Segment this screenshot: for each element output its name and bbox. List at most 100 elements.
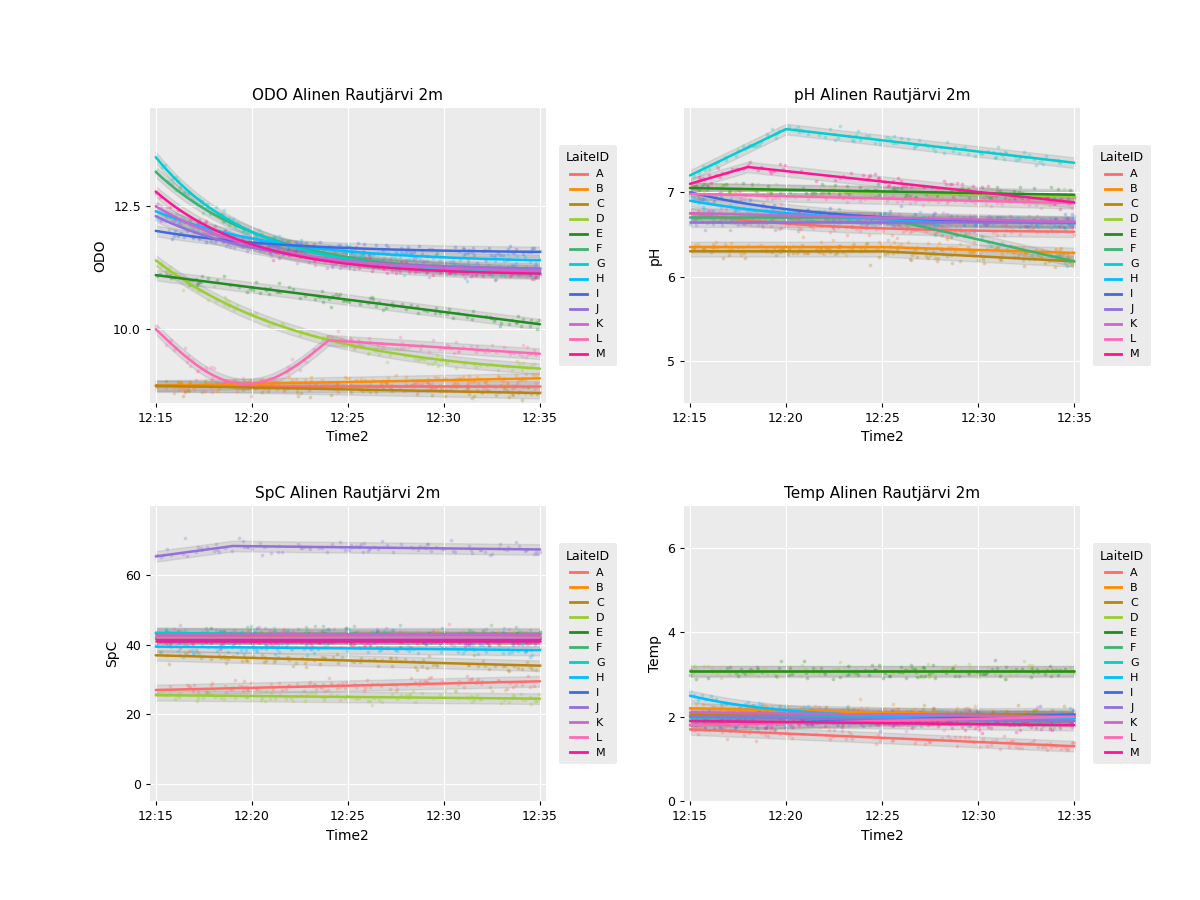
Point <box>448 261 467 275</box>
Point <box>926 248 946 262</box>
Point <box>758 179 778 194</box>
Point <box>246 229 265 243</box>
Point <box>391 635 410 650</box>
Point <box>299 632 318 646</box>
Point <box>763 717 782 732</box>
Point <box>1044 216 1063 230</box>
Point <box>1045 195 1064 210</box>
Point <box>1016 713 1036 727</box>
Point <box>838 710 857 724</box>
Point <box>502 690 521 705</box>
Point <box>918 657 937 671</box>
Point <box>985 213 1004 228</box>
Point <box>187 198 206 212</box>
Point <box>199 228 218 242</box>
Point <box>211 638 230 652</box>
Point <box>862 707 881 722</box>
Point <box>383 383 402 398</box>
Point <box>840 724 859 739</box>
Point <box>1000 194 1019 208</box>
Point <box>1045 212 1064 226</box>
Point <box>1001 220 1020 234</box>
Point <box>328 647 347 662</box>
Point <box>725 184 744 198</box>
Point <box>474 265 493 279</box>
Point <box>454 625 473 639</box>
Point <box>905 194 924 209</box>
Point <box>906 662 925 676</box>
Point <box>784 706 803 721</box>
Point <box>193 634 212 649</box>
Point <box>947 708 966 723</box>
Point <box>246 380 265 394</box>
Point <box>265 692 284 706</box>
Point <box>956 701 976 716</box>
Point <box>350 641 370 655</box>
Point <box>443 256 462 271</box>
Point <box>192 379 211 393</box>
Point <box>388 644 407 659</box>
Point <box>516 543 535 557</box>
Point <box>274 623 293 637</box>
Point <box>983 188 1002 202</box>
Point <box>722 704 742 718</box>
Point <box>388 627 407 642</box>
Point <box>378 629 397 643</box>
Point <box>1046 212 1066 226</box>
Point <box>151 200 170 214</box>
Point <box>262 379 281 393</box>
Point <box>973 252 992 266</box>
Point <box>278 632 298 646</box>
Point <box>721 705 740 719</box>
Point <box>172 633 191 647</box>
Point <box>916 709 935 724</box>
Point <box>1009 741 1028 755</box>
Point <box>313 632 332 646</box>
Point <box>312 625 331 639</box>
Point <box>343 630 362 644</box>
Point <box>691 210 710 224</box>
Point <box>737 215 756 230</box>
Point <box>887 181 906 195</box>
Point <box>282 373 301 387</box>
Point <box>902 210 922 224</box>
Point <box>809 128 828 142</box>
Point <box>802 208 821 222</box>
Point <box>944 190 964 204</box>
Point <box>731 707 750 722</box>
Point <box>712 709 731 724</box>
Point <box>778 202 797 216</box>
Point <box>898 708 917 723</box>
Point <box>996 223 1015 238</box>
Point <box>727 162 746 176</box>
Point <box>804 704 823 718</box>
Point <box>1049 187 1068 202</box>
Point <box>187 379 206 393</box>
Point <box>701 211 720 225</box>
Point <box>950 222 970 237</box>
Point <box>226 373 245 387</box>
Point <box>366 238 385 252</box>
Point <box>1048 195 1067 210</box>
Point <box>496 265 515 279</box>
Point <box>262 373 281 387</box>
Point <box>169 183 188 197</box>
Point <box>376 301 395 315</box>
Point <box>1055 247 1074 261</box>
Point <box>222 627 241 642</box>
Point <box>706 691 725 706</box>
Point <box>902 661 922 675</box>
Point <box>208 207 227 221</box>
Point <box>706 662 725 677</box>
Point <box>815 239 834 254</box>
Point <box>464 257 484 272</box>
Point <box>450 344 469 358</box>
Point <box>428 371 448 385</box>
Point <box>409 654 428 669</box>
Point <box>343 255 362 269</box>
Point <box>971 189 990 203</box>
Point <box>727 666 746 680</box>
Point <box>1028 220 1048 234</box>
Point <box>960 209 979 223</box>
Point <box>212 235 232 249</box>
